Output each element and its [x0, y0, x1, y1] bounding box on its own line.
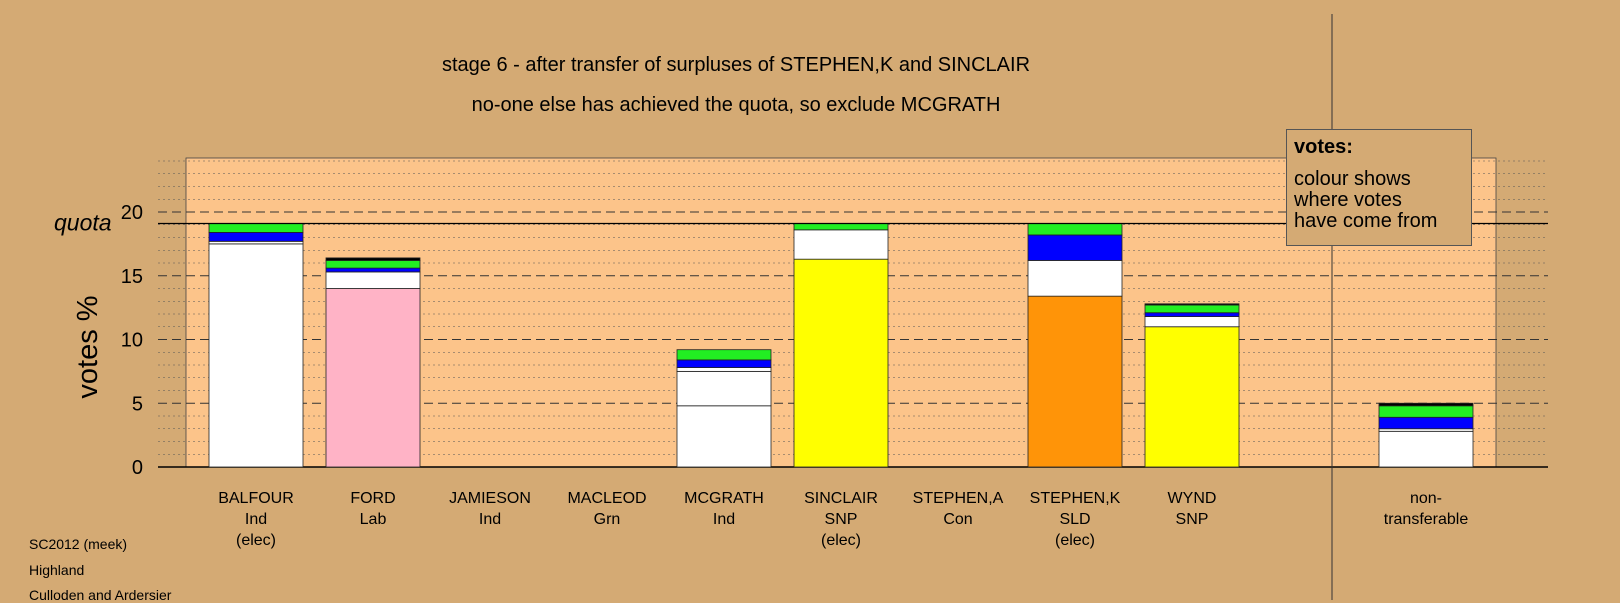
- bar-segment: [1027, 295, 1123, 468]
- footer-system: SC2012 (meek): [29, 536, 128, 552]
- category-label: Ind: [245, 511, 267, 528]
- bar-segment: [325, 267, 421, 273]
- bar-segment: [793, 258, 889, 468]
- y-tick-label: 0: [132, 457, 143, 479]
- category-label: Grn: [594, 511, 621, 528]
- bar-segment: [325, 257, 421, 261]
- category-label: non-: [1410, 490, 1442, 507]
- bar-segment: [676, 405, 772, 468]
- chart-title-line2: no-one else has achieved the quota, so e…: [471, 94, 1001, 116]
- quota-label: quota: [54, 209, 112, 235]
- bar-segment: [676, 370, 772, 407]
- category-label: SNP: [1176, 511, 1209, 528]
- footer-council: Highland: [29, 562, 85, 578]
- y-axis-label: votes %: [72, 295, 104, 398]
- bar-segment: [1378, 405, 1474, 418]
- bar-segment: [1144, 312, 1240, 317]
- bar-segment: [676, 349, 772, 361]
- bar-segment: [1144, 303, 1240, 306]
- category-label: SLD: [1059, 511, 1090, 528]
- bar-segment: [1144, 316, 1240, 328]
- bar-segment: [208, 243, 304, 468]
- bar-segment: [1027, 260, 1123, 297]
- category-label: SINCLAIR: [804, 490, 878, 507]
- footer-ward: Culloden and Ardersier: [29, 587, 172, 603]
- bar-segment: [1027, 223, 1123, 236]
- y-tick-label: 15: [121, 266, 143, 288]
- category-label: MACLEOD: [567, 490, 646, 507]
- category-label: WYND: [1168, 490, 1217, 507]
- bar-segment: [325, 271, 421, 289]
- category-label: JAMIESON: [449, 490, 531, 507]
- bar-segment: [1144, 304, 1240, 314]
- category-label: FORD: [350, 490, 395, 507]
- y-tick-label: 20: [121, 202, 143, 224]
- y-tick-label: 5: [132, 393, 143, 415]
- category-label: (elec): [1055, 532, 1095, 549]
- category-label: (elec): [821, 532, 861, 549]
- legend-line: where votes: [1294, 189, 1402, 211]
- bar-segment: [676, 367, 772, 372]
- category-label: Ind: [713, 511, 735, 528]
- bar-segment: [793, 223, 889, 231]
- category-label: STEPHEN,A: [913, 490, 1004, 507]
- chart-title-line1: stage 6 - after transfer of surpluses of…: [441, 54, 1031, 76]
- legend-box: votes: colour shows where votes have com…: [1286, 129, 1472, 246]
- category-label: transferable: [1384, 511, 1469, 528]
- category-label: SNP: [825, 511, 858, 528]
- bar-segment: [1378, 402, 1474, 407]
- category-label: BALFOUR: [218, 490, 294, 507]
- category-label: Lab: [360, 511, 387, 528]
- legend-line: have come from: [1294, 210, 1438, 232]
- y-tick-label: 10: [121, 330, 143, 352]
- legend-title: votes:: [1294, 136, 1353, 158]
- category-label: MCGRATH: [684, 490, 764, 507]
- bar-segment: [1378, 416, 1474, 430]
- category-label: Con: [943, 511, 972, 528]
- bar-segment: [676, 359, 772, 368]
- bar-segment: [1144, 326, 1240, 468]
- category-label: STEPHEN,K: [1030, 490, 1121, 507]
- bar-segment: [1027, 234, 1123, 261]
- bar-segment: [208, 231, 304, 242]
- category-label: (elec): [236, 532, 276, 549]
- bar-segment: [325, 288, 421, 468]
- bar-segment: [1378, 430, 1474, 468]
- legend-line: colour shows: [1294, 168, 1411, 190]
- bar-segment: [793, 229, 889, 260]
- bar-segment: [208, 223, 304, 233]
- bar-segment: [325, 260, 421, 269]
- category-label: Ind: [479, 511, 501, 528]
